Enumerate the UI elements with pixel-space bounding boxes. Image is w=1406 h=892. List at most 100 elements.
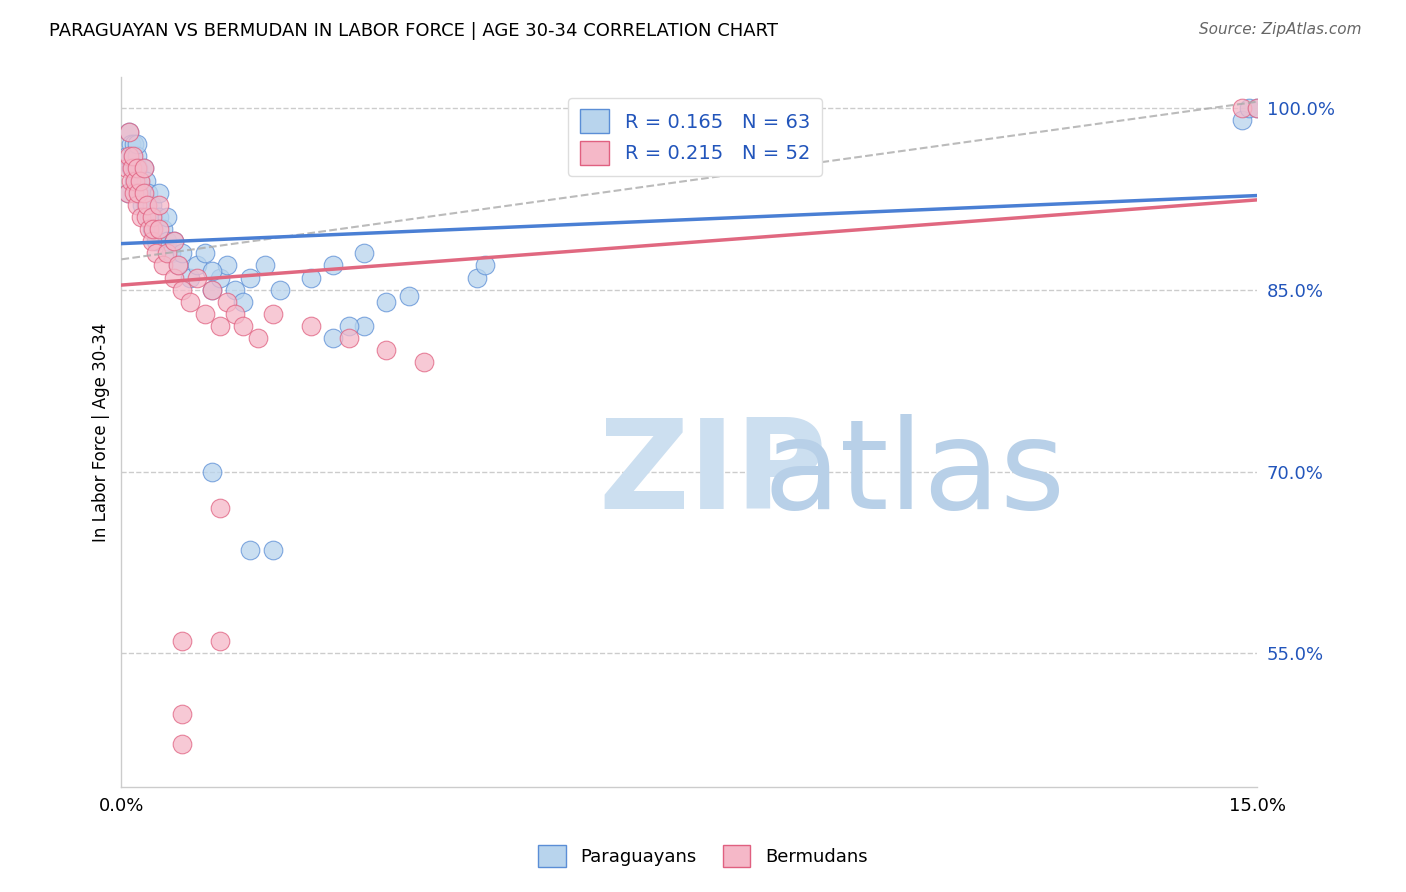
Point	[129, 210, 152, 224]
Point	[115, 161, 138, 176]
Point	[118, 125, 141, 139]
Point	[269, 283, 291, 297]
Point	[201, 465, 224, 479]
Point	[179, 294, 201, 309]
Point	[138, 210, 160, 224]
Point	[135, 198, 157, 212]
Point	[118, 125, 141, 139]
Point	[142, 210, 165, 224]
Point	[208, 500, 231, 515]
Point	[1230, 112, 1253, 127]
Point	[208, 319, 231, 334]
Point	[125, 149, 148, 163]
Point	[117, 149, 139, 163]
Point	[217, 294, 239, 309]
Point	[474, 259, 496, 273]
Point	[134, 161, 156, 176]
Point	[136, 186, 159, 200]
Point	[232, 294, 254, 309]
Point	[299, 319, 322, 334]
Point	[120, 161, 142, 176]
Point	[121, 149, 143, 163]
Text: atlas: atlas	[763, 414, 1066, 535]
Point	[337, 331, 360, 345]
Point	[201, 283, 224, 297]
Point	[138, 222, 160, 236]
Y-axis label: In Labor Force | Age 30-34: In Labor Force | Age 30-34	[93, 323, 110, 541]
Point	[163, 234, 186, 248]
Point	[254, 259, 277, 273]
Text: Source: ZipAtlas.com: Source: ZipAtlas.com	[1198, 22, 1361, 37]
Point	[262, 307, 284, 321]
Point	[148, 186, 170, 200]
Point	[125, 137, 148, 152]
Point	[398, 289, 420, 303]
Point	[239, 543, 262, 558]
Point	[129, 173, 152, 187]
Legend: R = 0.165   N = 63, R = 0.215   N = 52: R = 0.165 N = 63, R = 0.215 N = 52	[568, 98, 821, 177]
Point	[224, 283, 246, 297]
Point	[1239, 101, 1261, 115]
Point	[127, 161, 149, 176]
Point	[170, 707, 193, 722]
Point	[122, 173, 145, 187]
Point	[194, 246, 217, 260]
Point	[128, 186, 150, 200]
Point	[163, 270, 186, 285]
Point	[120, 137, 142, 152]
Point	[186, 259, 208, 273]
Point	[170, 738, 193, 752]
Point	[117, 186, 139, 200]
Point	[232, 319, 254, 334]
Point	[217, 259, 239, 273]
Point	[141, 210, 163, 224]
Point	[124, 173, 146, 187]
Point	[148, 210, 170, 224]
Point	[170, 634, 193, 648]
Point	[135, 210, 157, 224]
Point	[201, 283, 224, 297]
Point	[145, 246, 167, 260]
Point	[167, 259, 190, 273]
Point	[262, 543, 284, 558]
Text: ZIP: ZIP	[599, 414, 827, 535]
Point	[135, 173, 157, 187]
Text: PARAGUAYAN VS BERMUDAN IN LABOR FORCE | AGE 30-34 CORRELATION CHART: PARAGUAYAN VS BERMUDAN IN LABOR FORCE | …	[49, 22, 778, 40]
Point	[246, 331, 269, 345]
Point	[194, 307, 217, 321]
Point	[141, 198, 163, 212]
Point	[145, 234, 167, 248]
Point	[128, 173, 150, 187]
Point	[353, 246, 375, 260]
Point	[322, 331, 344, 345]
Point	[186, 270, 208, 285]
Point	[134, 186, 156, 200]
Point	[124, 137, 146, 152]
Point	[179, 270, 201, 285]
Point	[117, 186, 139, 200]
Point	[337, 319, 360, 334]
Point	[201, 264, 224, 278]
Point	[224, 307, 246, 321]
Point	[148, 198, 170, 212]
Point	[136, 198, 159, 212]
Point	[375, 343, 398, 358]
Point	[125, 198, 148, 212]
Point	[322, 259, 344, 273]
Point	[125, 173, 148, 187]
Point	[208, 270, 231, 285]
Point	[156, 246, 179, 260]
Point	[121, 149, 143, 163]
Point	[163, 234, 186, 248]
Point	[353, 319, 375, 334]
Point	[156, 234, 179, 248]
Legend: Paraguayans, Bermudans: Paraguayans, Bermudans	[531, 838, 875, 874]
Point	[118, 149, 141, 163]
Point	[156, 210, 179, 224]
Point	[127, 186, 149, 200]
Point	[134, 161, 156, 176]
Point	[152, 259, 174, 273]
Point	[170, 283, 193, 297]
Point	[167, 259, 190, 273]
Point	[1246, 101, 1268, 115]
